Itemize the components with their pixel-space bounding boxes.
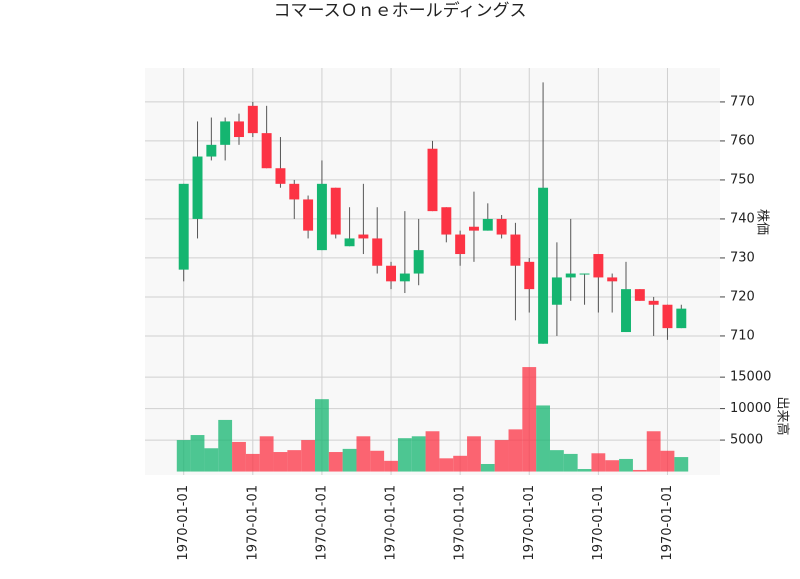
volume-bar — [660, 450, 675, 472]
candle-body — [551, 277, 562, 305]
volume-bar — [315, 399, 329, 472]
candle-body — [178, 183, 189, 270]
x-tick-label: 1970-01-01 — [522, 485, 537, 561]
volume-bar — [632, 469, 647, 472]
candle-body — [289, 183, 300, 200]
y-tick-label: 5000 — [730, 433, 763, 448]
x-tick-label: 1970-01-01 — [591, 485, 606, 561]
y-tick-label: 760 — [730, 133, 755, 148]
x-tick-label: 1970-01-01 — [453, 485, 468, 561]
volume-bar — [563, 453, 578, 472]
volume-bar — [342, 448, 357, 472]
volume-bar — [577, 469, 592, 472]
candle-body — [275, 168, 286, 184]
x-tick-label: 1970-01-01 — [245, 485, 260, 561]
candle-body — [538, 187, 549, 344]
candle-body — [344, 238, 355, 247]
candle-body — [648, 300, 659, 305]
volume-bar — [494, 440, 509, 472]
y-tick-label: 710 — [730, 328, 755, 343]
candle-body — [427, 148, 438, 212]
candle-body — [247, 105, 258, 134]
candle-body — [316, 183, 327, 251]
volume-bar — [190, 435, 205, 472]
volume-bar — [508, 429, 523, 472]
price-panel — [145, 68, 720, 357]
candle-body — [261, 133, 272, 169]
candle-body — [510, 234, 521, 266]
candle-body — [358, 234, 369, 239]
volume-bar — [218, 419, 233, 472]
y-tick-label: 730 — [730, 250, 755, 265]
volume-bar — [619, 458, 633, 472]
candle-body — [372, 238, 383, 266]
candle-body — [621, 289, 631, 333]
volume-bar — [674, 457, 689, 472]
x-tick-label: 1970-01-01 — [314, 485, 329, 561]
candle-body — [524, 261, 535, 290]
candle-body — [192, 156, 203, 219]
x-tick-label: 1970-01-01 — [660, 485, 675, 561]
candle-body — [607, 277, 618, 282]
candle-body — [234, 121, 244, 138]
y-tick-label: 750 — [730, 172, 755, 187]
volume-bar — [646, 431, 661, 472]
candle-body — [482, 218, 493, 231]
volume-bar — [425, 431, 440, 472]
candle-body — [496, 218, 507, 235]
candle-body — [565, 273, 576, 278]
candle-body — [634, 289, 645, 301]
volume-bar — [328, 452, 343, 472]
x-tick-label: 1970-01-01 — [176, 485, 191, 561]
candle-body — [593, 254, 604, 278]
y-tick-label: 770 — [730, 94, 755, 109]
candle-body — [468, 226, 479, 231]
volume-bar — [273, 452, 288, 472]
volume-bar — [232, 441, 246, 472]
candle-body — [413, 250, 424, 274]
y-tick-label: 10000 — [730, 401, 771, 416]
volume-bar — [397, 438, 412, 472]
candle-body — [303, 199, 314, 231]
volume-bar — [605, 460, 620, 472]
volume-bar — [522, 367, 537, 472]
volume-bar — [480, 463, 495, 472]
candle-body — [676, 308, 687, 329]
volume-bar — [356, 436, 371, 472]
y-tick-label: 720 — [730, 289, 755, 304]
y-tick-label: 15000 — [730, 370, 771, 385]
candle-body — [330, 187, 341, 235]
volume-bar — [467, 436, 481, 472]
volume-bar — [439, 458, 454, 472]
volume-bar — [245, 453, 260, 472]
volume-bar — [370, 450, 385, 472]
volume-bar — [549, 450, 564, 472]
candle-body — [662, 304, 673, 329]
candle-body — [206, 144, 217, 157]
candle-body — [386, 265, 397, 282]
candle-body — [220, 121, 231, 145]
volume-bar — [301, 440, 316, 472]
volume-bar — [287, 450, 302, 472]
y-axis-label: 株価 — [755, 209, 770, 235]
volume-bar — [536, 405, 550, 472]
candle-body — [455, 234, 466, 255]
volume-bar — [259, 436, 274, 472]
chart-title: コマースＯｎｅホールディングス — [274, 0, 527, 21]
volume-bar — [411, 436, 426, 472]
candle-body — [441, 207, 452, 235]
candle-body — [399, 273, 410, 282]
volume-bar — [591, 453, 606, 472]
candle-body — [579, 273, 590, 275]
volume-bar — [384, 460, 398, 472]
volume-bar — [176, 440, 191, 472]
volume-bar — [453, 455, 468, 472]
volume-bar — [204, 448, 219, 472]
volume-axis-label: 出来高 — [775, 396, 791, 435]
x-tick-label: 1970-01-01 — [384, 485, 399, 561]
y-tick-label: 740 — [730, 211, 755, 226]
